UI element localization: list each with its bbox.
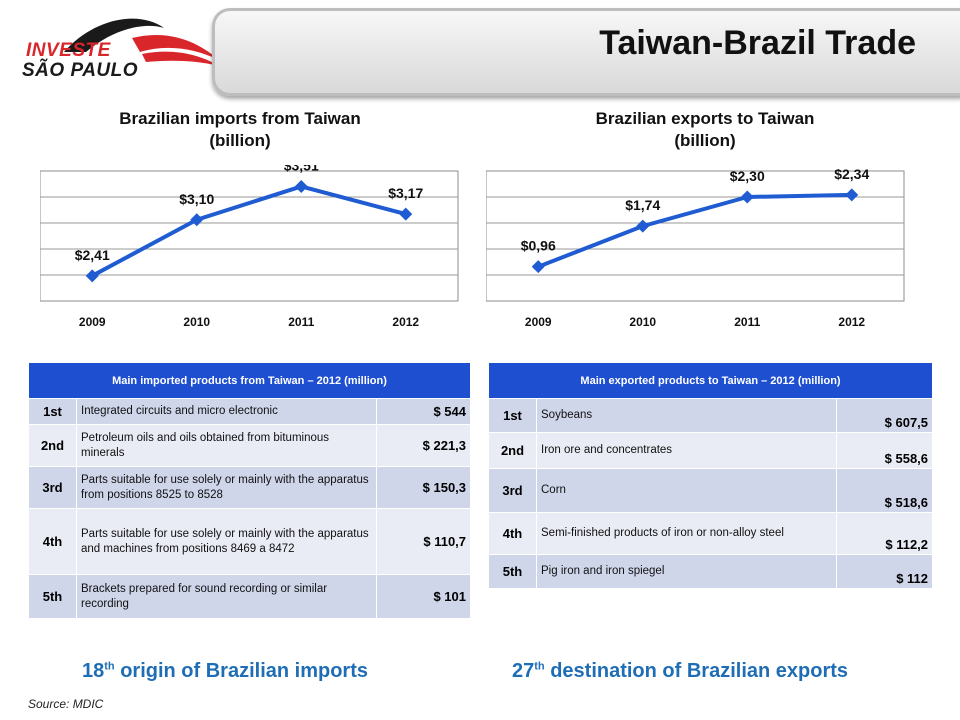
- exports-x-tick-label: 2009: [525, 315, 552, 329]
- value-cell: $ 112,2: [835, 512, 934, 555]
- table-row: 1st Integrated circuits and micro electr…: [28, 398, 472, 425]
- rank-cell: 2nd: [488, 432, 537, 469]
- imports-x-tick-label: 2011: [288, 315, 314, 329]
- value-cell: $ 518,6: [835, 468, 934, 513]
- value-cell: $ 101: [375, 574, 472, 619]
- product-cell: Semi-finished products of iron or non-al…: [536, 512, 837, 555]
- value-cell: $ 544: [375, 398, 472, 425]
- investe-sao-paulo-logo: INVESTE SÃO PAULO: [14, 8, 219, 88]
- exports-x-tick-label: 2011: [734, 315, 760, 329]
- exports-data-label: $2,34: [834, 166, 869, 182]
- rank-cell: 1st: [488, 398, 537, 433]
- imports-series-line: [91, 184, 407, 278]
- table-row: 1st Soybeans $ 607,5: [488, 398, 934, 433]
- product-cell: Iron ore and concentrates: [536, 432, 837, 469]
- exports-data-point: [636, 219, 650, 233]
- table-row: 2nd Petroleum oils and oils obtained fro…: [28, 424, 472, 467]
- rank-cell: 1st: [28, 398, 77, 425]
- table-row: 2nd Iron ore and concentrates $ 558,6: [488, 432, 934, 469]
- exports-data-point: [531, 260, 545, 274]
- imports-data-label: $2,41: [75, 247, 110, 263]
- rank-cell: 5th: [488, 554, 537, 589]
- table-row: 5th Pig iron and iron spiegel $ 112: [488, 554, 934, 589]
- exports-table-header-row: Main exported products to Taiwan – 2012 …: [487, 362, 934, 399]
- exports-rank-suffix: th: [534, 660, 545, 673]
- value-cell: $ 607,5: [835, 398, 934, 433]
- value-cell: $ 558,6: [835, 432, 934, 469]
- imports-rank-text: origin of Brazilian imports: [114, 660, 368, 682]
- exports-x-tick-label: 2012: [838, 315, 865, 329]
- imports-chart-title-line1: Brazilian imports from Taiwan: [119, 109, 361, 128]
- product-cell: Corn: [536, 468, 837, 513]
- rank-cell: 3rd: [28, 466, 77, 509]
- value-cell: $ 150,3: [375, 466, 472, 509]
- imports-rank-number: 18: [82, 660, 105, 682]
- logo-swoosh-icon: [64, 18, 219, 66]
- exports-chart-title-line1: Brazilian exports to Taiwan: [595, 109, 815, 128]
- imports-x-tick-label: 2012: [392, 315, 419, 329]
- exports-products-table: Main exported products to Taiwan – 2012 …: [487, 362, 934, 589]
- exports-data-point: [740, 190, 754, 204]
- imports-chart-title-line2: (billion): [209, 131, 271, 150]
- source-note: Source: MDIC: [28, 697, 104, 711]
- imports-line-chart: $2,41 $3,10 $3,51 $3,17 2009 2010 2011 2012: [40, 165, 459, 329]
- imports-x-tick-label: 2010: [183, 315, 210, 329]
- exports-data-label: $1,74: [625, 197, 660, 213]
- table-row: 3rd Parts suitable for use solely or mai…: [28, 466, 472, 509]
- value-cell: $ 221,3: [375, 424, 472, 467]
- exports-chart-title-line2: (billion): [674, 131, 736, 150]
- imports-data-point: [399, 207, 413, 221]
- page-title: Taiwan-Brazil Trade: [599, 24, 916, 62]
- product-cell: Pig iron and iron spiegel: [536, 554, 837, 589]
- table-row: 4th Parts suitable for use solely or mai…: [28, 508, 472, 575]
- imports-chart-title: Brazilian imports from Taiwan (billion): [40, 108, 440, 152]
- table-row: 5th Brackets prepared for sound recordin…: [28, 574, 472, 619]
- exports-chart-title: Brazilian exports to Taiwan (billion): [505, 108, 905, 152]
- value-cell: $ 110,7: [375, 508, 472, 575]
- rank-cell: 5th: [28, 574, 77, 619]
- product-cell: Brackets prepared for sound recording or…: [76, 574, 377, 619]
- exports-rank-number: 27: [512, 660, 535, 682]
- imports-data-label: $3,51: [284, 165, 319, 173]
- title-banner: [212, 8, 960, 96]
- product-cell: Parts suitable for use solely or mainly …: [76, 466, 377, 509]
- exports-rank-caption: 27th destination of Brazilian exports: [512, 660, 848, 683]
- rank-cell: 4th: [28, 508, 77, 575]
- table-row: 4th Semi-finished products of iron or no…: [488, 512, 934, 555]
- product-cell: Integrated circuits and micro electronic: [76, 398, 377, 425]
- value-cell: $ 112: [835, 554, 934, 589]
- exports-data-label: $0,96: [521, 238, 556, 254]
- product-cell: Parts suitable for use solely or mainly …: [76, 508, 377, 575]
- table-row: 3rd Corn $ 518,6: [488, 468, 934, 513]
- exports-series-line: [537, 192, 852, 269]
- imports-data-label: $3,10: [179, 191, 214, 207]
- exports-line-chart: $0,96 $1,74 $2,30 $2,34 2009 2010 2011 2012: [486, 166, 905, 329]
- exports-data-label: $2,30: [730, 168, 765, 184]
- product-cell: Petroleum oils and oils obtained from bi…: [76, 424, 377, 467]
- rank-cell: 4th: [488, 512, 537, 555]
- exports-table-header: Main exported products to Taiwan – 2012 …: [487, 362, 934, 399]
- imports-data-point: [294, 179, 308, 193]
- logo-text-investe: INVESTE: [26, 40, 111, 61]
- logo-text-sao-paulo: SÃO PAULO: [22, 60, 139, 81]
- imports-x-tick-label: 2009: [79, 315, 106, 329]
- imports-table-header-row: Main imported products from Taiwan – 201…: [27, 362, 472, 399]
- exports-data-point: [845, 188, 859, 202]
- exports-plot-area: [486, 170, 905, 302]
- rank-cell: 2nd: [28, 424, 77, 467]
- product-cell: Soybeans: [536, 398, 837, 433]
- imports-plot-area: [40, 170, 459, 302]
- imports-rank-suffix: th: [104, 660, 115, 673]
- imports-table-header: Main imported products from Taiwan – 201…: [27, 362, 472, 399]
- imports-data-point: [85, 269, 99, 283]
- imports-rank-caption: 18th origin of Brazilian imports: [82, 660, 368, 683]
- imports-data-label: $3,17: [388, 185, 423, 201]
- imports-products-table: Main imported products from Taiwan – 201…: [27, 362, 472, 619]
- exports-rank-text: destination of Brazilian exports: [544, 660, 849, 682]
- rank-cell: 3rd: [488, 468, 537, 513]
- exports-x-tick-label: 2010: [629, 315, 656, 329]
- imports-data-point: [190, 213, 204, 227]
